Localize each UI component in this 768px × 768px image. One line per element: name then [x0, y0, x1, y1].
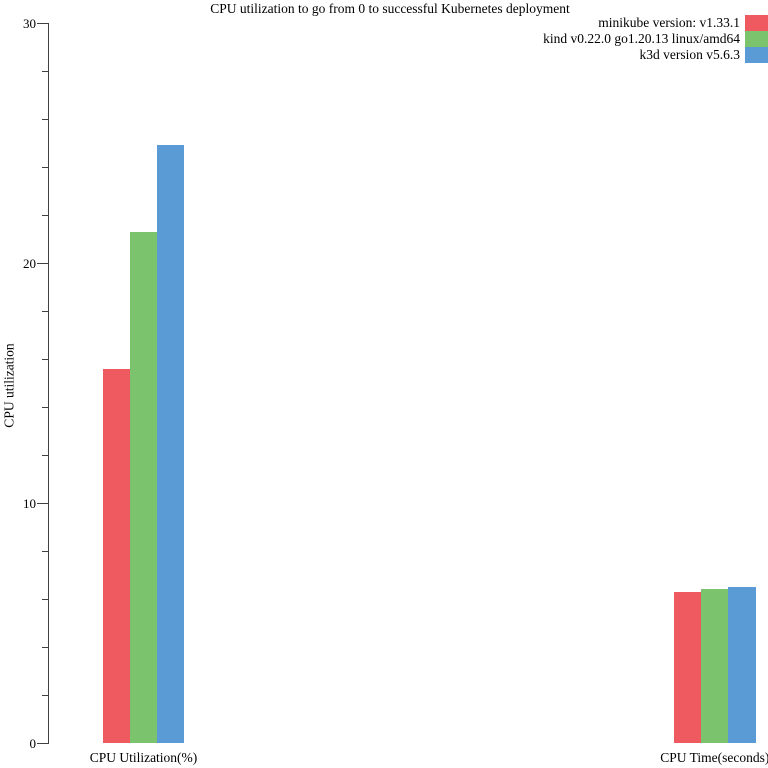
x-category-label: CPU Utilization(%) [89, 750, 198, 765]
chart-title: CPU utilization to go from 0 to successf… [210, 1, 570, 16]
x-category-label: CPU Time(seconds) [660, 750, 768, 765]
y-tick-minor [42, 311, 48, 312]
bar-k3d [157, 145, 185, 743]
y-tick-label: 20 [23, 256, 36, 271]
legend-swatch [745, 31, 768, 47]
y-tick-minor [42, 71, 48, 72]
y-tick-minor [42, 359, 48, 360]
legend-label: kind v0.22.0 go1.20.13 linux/amd64 [543, 31, 740, 46]
y-tick-minor [42, 119, 48, 120]
y-tick-minor [42, 407, 48, 408]
y-tick-minor [42, 599, 48, 600]
y-tick-minor [42, 215, 48, 216]
legend: minikube version: v1.33.1 kind v0.22.0 go… [543, 15, 768, 63]
legend-swatch [745, 47, 768, 63]
legend-label: minikube version: v1.33.1 [598, 15, 740, 30]
bar-kind [129, 231, 158, 743]
y-tick-label: 10 [23, 496, 36, 511]
y-tick-minor [42, 455, 48, 456]
y-tick-label: 30 [23, 16, 36, 31]
y-axis-label: CPU utilization [1, 343, 17, 428]
y-tick-minor [42, 647, 48, 648]
y-axis-line [48, 23, 49, 744]
y-tick-major [37, 743, 48, 744]
y-tick-major [37, 503, 48, 504]
legend-swatch [745, 15, 768, 31]
y-tick-major [37, 263, 48, 264]
legend-label: k3d version v5.6.3 [639, 47, 741, 62]
bar-minikube [102, 368, 130, 743]
bar-kind [701, 589, 729, 743]
y-tick-minor [42, 167, 48, 168]
y-tick-minor [42, 695, 48, 696]
legend-item: kind v0.22.0 go1.20.13 linux/amd64 [543, 31, 768, 47]
y-tick-label: 0 [29, 736, 37, 751]
legend-item: k3d version v5.6.3 [640, 47, 768, 63]
y-tick-major [37, 23, 48, 24]
y-tick-minor [42, 551, 48, 552]
legend-item: minikube version: v1.33.1 [598, 15, 768, 31]
bar-minikube [674, 591, 702, 743]
bar-k3d [728, 587, 756, 743]
